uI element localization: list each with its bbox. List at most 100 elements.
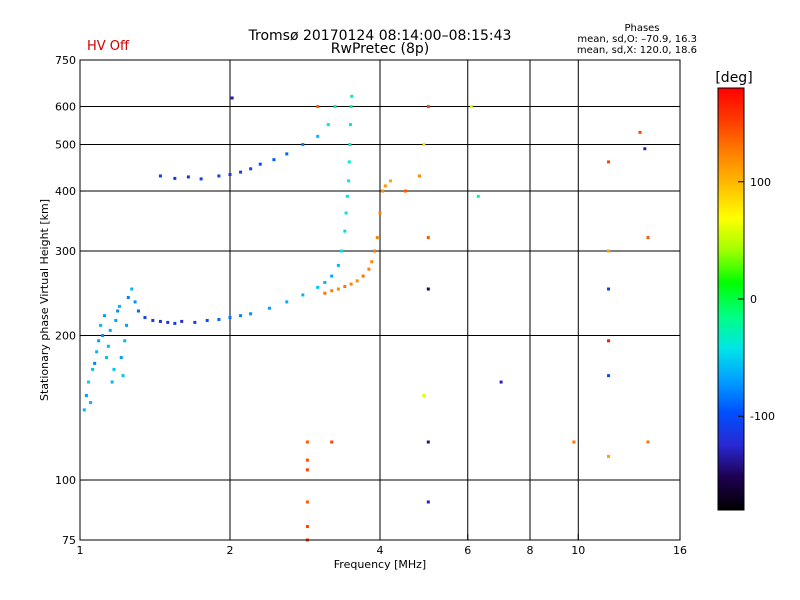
data-point [336,287,340,291]
data-point [136,309,140,313]
y-tick-label: 750 [55,54,76,67]
data-point [370,260,374,264]
data-point [93,361,97,365]
phase-o-stats: mean, sd,O: –70.9, 16.3 [577,34,697,45]
colorbar-tick-label: 0 [750,293,757,306]
data-point [103,314,107,318]
grid-lines [80,60,680,540]
chart-title: Tromsø 20170124 08:14:00–08:15:43 [248,28,512,44]
data-point [180,319,184,323]
data-point [166,320,170,324]
data-point [305,468,309,472]
data-point [285,300,289,304]
data-point [572,440,576,444]
data-point [193,320,197,324]
data-point [375,236,379,240]
data-point [361,274,365,278]
data-point [426,500,430,504]
data-point [326,123,330,127]
data-point [239,314,243,318]
colorbar-tick-label: 100 [750,176,771,189]
data-point [119,355,123,359]
data-point [646,440,650,444]
data-point [158,319,162,323]
data-point [267,306,271,310]
data-point [239,170,243,174]
data-point [343,229,347,233]
data-point [228,173,232,177]
data-point [403,189,407,193]
data-point [323,291,327,295]
y-axis-label: Stationary phase Virtual Height [km] [38,199,51,401]
y-tick-label: 600 [55,101,76,114]
colorbar-label: [deg] [715,70,752,86]
x-tick-label: 2 [227,544,234,557]
data-point [499,380,503,384]
data-point [607,374,611,378]
data-point [301,293,305,297]
data-point [125,323,129,327]
data-point [333,105,337,109]
data-point [469,105,473,109]
data-point [426,105,430,109]
data-point [217,317,221,321]
data-point [305,458,309,462]
y-tick-label: 300 [55,245,76,258]
data-point [99,323,103,327]
data-point [199,177,203,181]
x-tick-label: 8 [527,544,534,557]
data-point [82,408,86,412]
data-point [205,318,209,322]
data-point [316,285,320,289]
data-point [97,339,101,343]
data-point [422,143,426,147]
data-point [106,344,110,348]
x-tick-label: 4 [377,544,384,557]
data-point [104,355,108,359]
y-tick-label: 100 [55,474,76,487]
data-point [638,130,642,134]
x-tick-label: 16 [673,544,687,557]
data-point [228,316,232,320]
y-tick-label: 200 [55,330,76,343]
data-point [110,380,114,384]
data-point [305,500,309,504]
data-point [607,339,611,343]
data-point [101,334,105,338]
data-point [343,285,347,289]
data-point [258,162,262,166]
data-point [84,394,88,398]
data-point [378,211,382,215]
data-point [607,249,611,253]
data-point [643,147,647,151]
data-point [143,316,147,320]
data-point [389,179,393,183]
data-point [316,134,320,138]
colorbar-ticks: 100 0 -100 [738,176,775,423]
data-point [340,249,344,253]
data-point [417,174,421,178]
data-point [383,184,387,188]
y-axis-ticks: 75 100 200 300 400 500 600 750 [55,54,86,547]
data-point [116,309,120,313]
data-point [316,105,320,109]
y-tick-label: 400 [55,185,76,198]
data-point [249,312,253,316]
data-point [86,380,90,384]
data-point [230,96,234,100]
hv-status-label: HV Off [87,39,130,54]
data-point [108,328,112,332]
data-point [336,263,340,267]
data-point [272,158,276,162]
data-point [373,249,377,253]
data-point [607,160,611,164]
data-point [350,94,354,98]
data-point [422,394,426,398]
data-point [646,236,650,240]
data-point [117,304,121,308]
data-point [330,440,334,444]
data-point [112,367,116,371]
data-point [121,374,125,378]
data-point [607,454,611,458]
colorbar-tick-label: -100 [750,410,775,423]
